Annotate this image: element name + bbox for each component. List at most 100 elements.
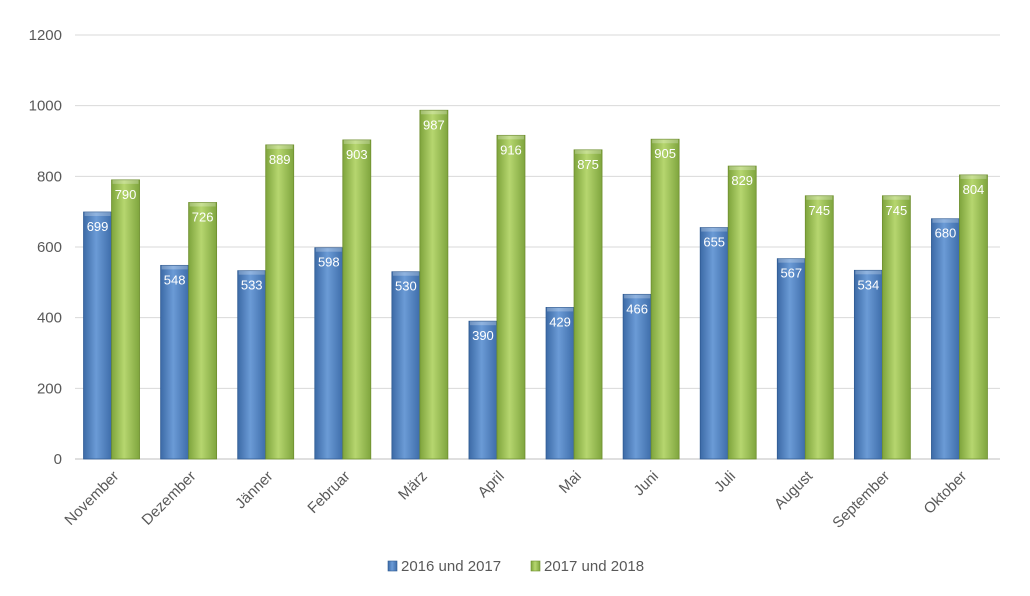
y-axis: 0 200 400 600 800 1000 1200 (29, 27, 62, 468)
data-label: 875 (577, 157, 599, 172)
bar-series2 (342, 139, 372, 460)
x-tick-label: Juni (630, 468, 661, 499)
bar-bevel (189, 202, 216, 207)
data-label: 429 (549, 314, 571, 329)
bar-series1 (237, 270, 267, 460)
bar-series2 (727, 165, 757, 460)
y-tick-label: 600 (37, 239, 62, 256)
x-tick-label: November (61, 468, 122, 529)
legend-swatch (530, 560, 541, 572)
bar-series1 (160, 264, 190, 460)
bar-series2 (804, 195, 834, 460)
data-label: 530 (395, 279, 417, 294)
bar-bevel (806, 195, 833, 200)
data-label: 745 (808, 203, 830, 218)
bar-bevel (701, 227, 728, 232)
bar-bevel (652, 139, 679, 144)
data-label: 548 (164, 272, 186, 287)
y-tick-label: 1000 (29, 98, 62, 115)
bar-bevel (315, 247, 342, 252)
bar-series1 (931, 218, 960, 460)
bar-bevel (266, 144, 293, 149)
y-tick-label: 800 (37, 168, 62, 185)
bar-bevel (960, 174, 987, 179)
data-label: 790 (115, 187, 137, 202)
bar-bevel (497, 135, 524, 140)
bar-series1 (622, 293, 652, 460)
legend: 2016 und 2017 2017 und 2018 (387, 558, 644, 575)
bar-bevel (112, 179, 139, 184)
bar-bevel (84, 212, 111, 217)
data-label: 829 (731, 173, 753, 188)
bar-series2 (496, 134, 526, 460)
gridlines (75, 34, 1000, 460)
data-label: 533 (241, 278, 263, 293)
bar-series2 (419, 109, 449, 460)
bar-bevel (855, 270, 882, 275)
bar-series1 (468, 320, 498, 460)
data-label: 390 (472, 328, 494, 343)
bar-bevel (932, 218, 959, 223)
data-label: 726 (192, 209, 214, 224)
data-label: 680 (935, 226, 957, 241)
legend-swatch (387, 560, 398, 572)
bar-bevel (420, 110, 447, 115)
data-label: 745 (886, 203, 908, 218)
bar-bevel (161, 265, 188, 270)
data-label: 598 (318, 255, 340, 270)
x-tick-label: April (475, 468, 508, 501)
x-tick-label: August (771, 467, 817, 513)
bars: 699 790 548 726 533 889 598 903 530 987 390 916 429 8… (83, 109, 988, 460)
bar-series2 (265, 144, 295, 460)
legend-label: 2016 und 2017 (401, 558, 501, 575)
bar-bevel (238, 270, 265, 275)
bar-series1 (699, 227, 729, 460)
y-tick-label: 0 (54, 451, 62, 468)
bar-series1 (391, 271, 421, 460)
data-label: 534 (858, 277, 880, 292)
bar-series1 (545, 307, 575, 460)
bar-bevel (392, 271, 419, 276)
x-tick-label: Oktober (921, 468, 971, 518)
data-label: 903 (346, 147, 368, 162)
legend-label: 2017 und 2018 (544, 558, 644, 575)
data-label: 987 (423, 117, 445, 132)
data-label: 466 (626, 301, 648, 316)
x-tick-label: Dezember (138, 468, 199, 529)
x-tick-label: Juli (711, 468, 739, 496)
data-label: 655 (703, 235, 725, 250)
x-tick-label: September (829, 468, 893, 532)
bar-series2 (650, 138, 680, 460)
bar-bevel (778, 258, 805, 263)
bar-bevel (624, 294, 651, 299)
bar-series2 (881, 195, 911, 460)
bar-series2 (959, 174, 988, 460)
data-label: 905 (654, 146, 676, 161)
y-tick-label: 400 (37, 310, 62, 327)
y-tick-label: 1200 (29, 27, 62, 44)
bar-bevel (547, 307, 574, 312)
x-axis: November Dezember Jänner Februar März April Ma… (61, 467, 970, 531)
bar-bevel (575, 149, 602, 154)
bar-series1 (83, 211, 112, 460)
x-tick-label: März (395, 468, 431, 504)
data-label: 916 (500, 142, 522, 157)
bar-bevel (343, 139, 370, 144)
bar-series2 (111, 179, 140, 460)
x-tick-label: Mai (556, 468, 585, 497)
data-label: 889 (269, 152, 291, 167)
bar-series1 (776, 258, 806, 460)
y-tick-label: 200 (37, 380, 62, 397)
bar-series2 (188, 202, 218, 460)
bar-bevel (469, 321, 496, 326)
bar-bevel (729, 166, 756, 171)
bar-series2 (573, 149, 603, 460)
data-label: 699 (87, 219, 109, 234)
bar-series1 (853, 269, 883, 460)
data-label: 804 (963, 182, 985, 197)
bar-bevel (883, 195, 910, 200)
bar-series1 (314, 247, 344, 460)
x-tick-label: Februar (304, 468, 353, 517)
data-label: 567 (780, 266, 802, 281)
